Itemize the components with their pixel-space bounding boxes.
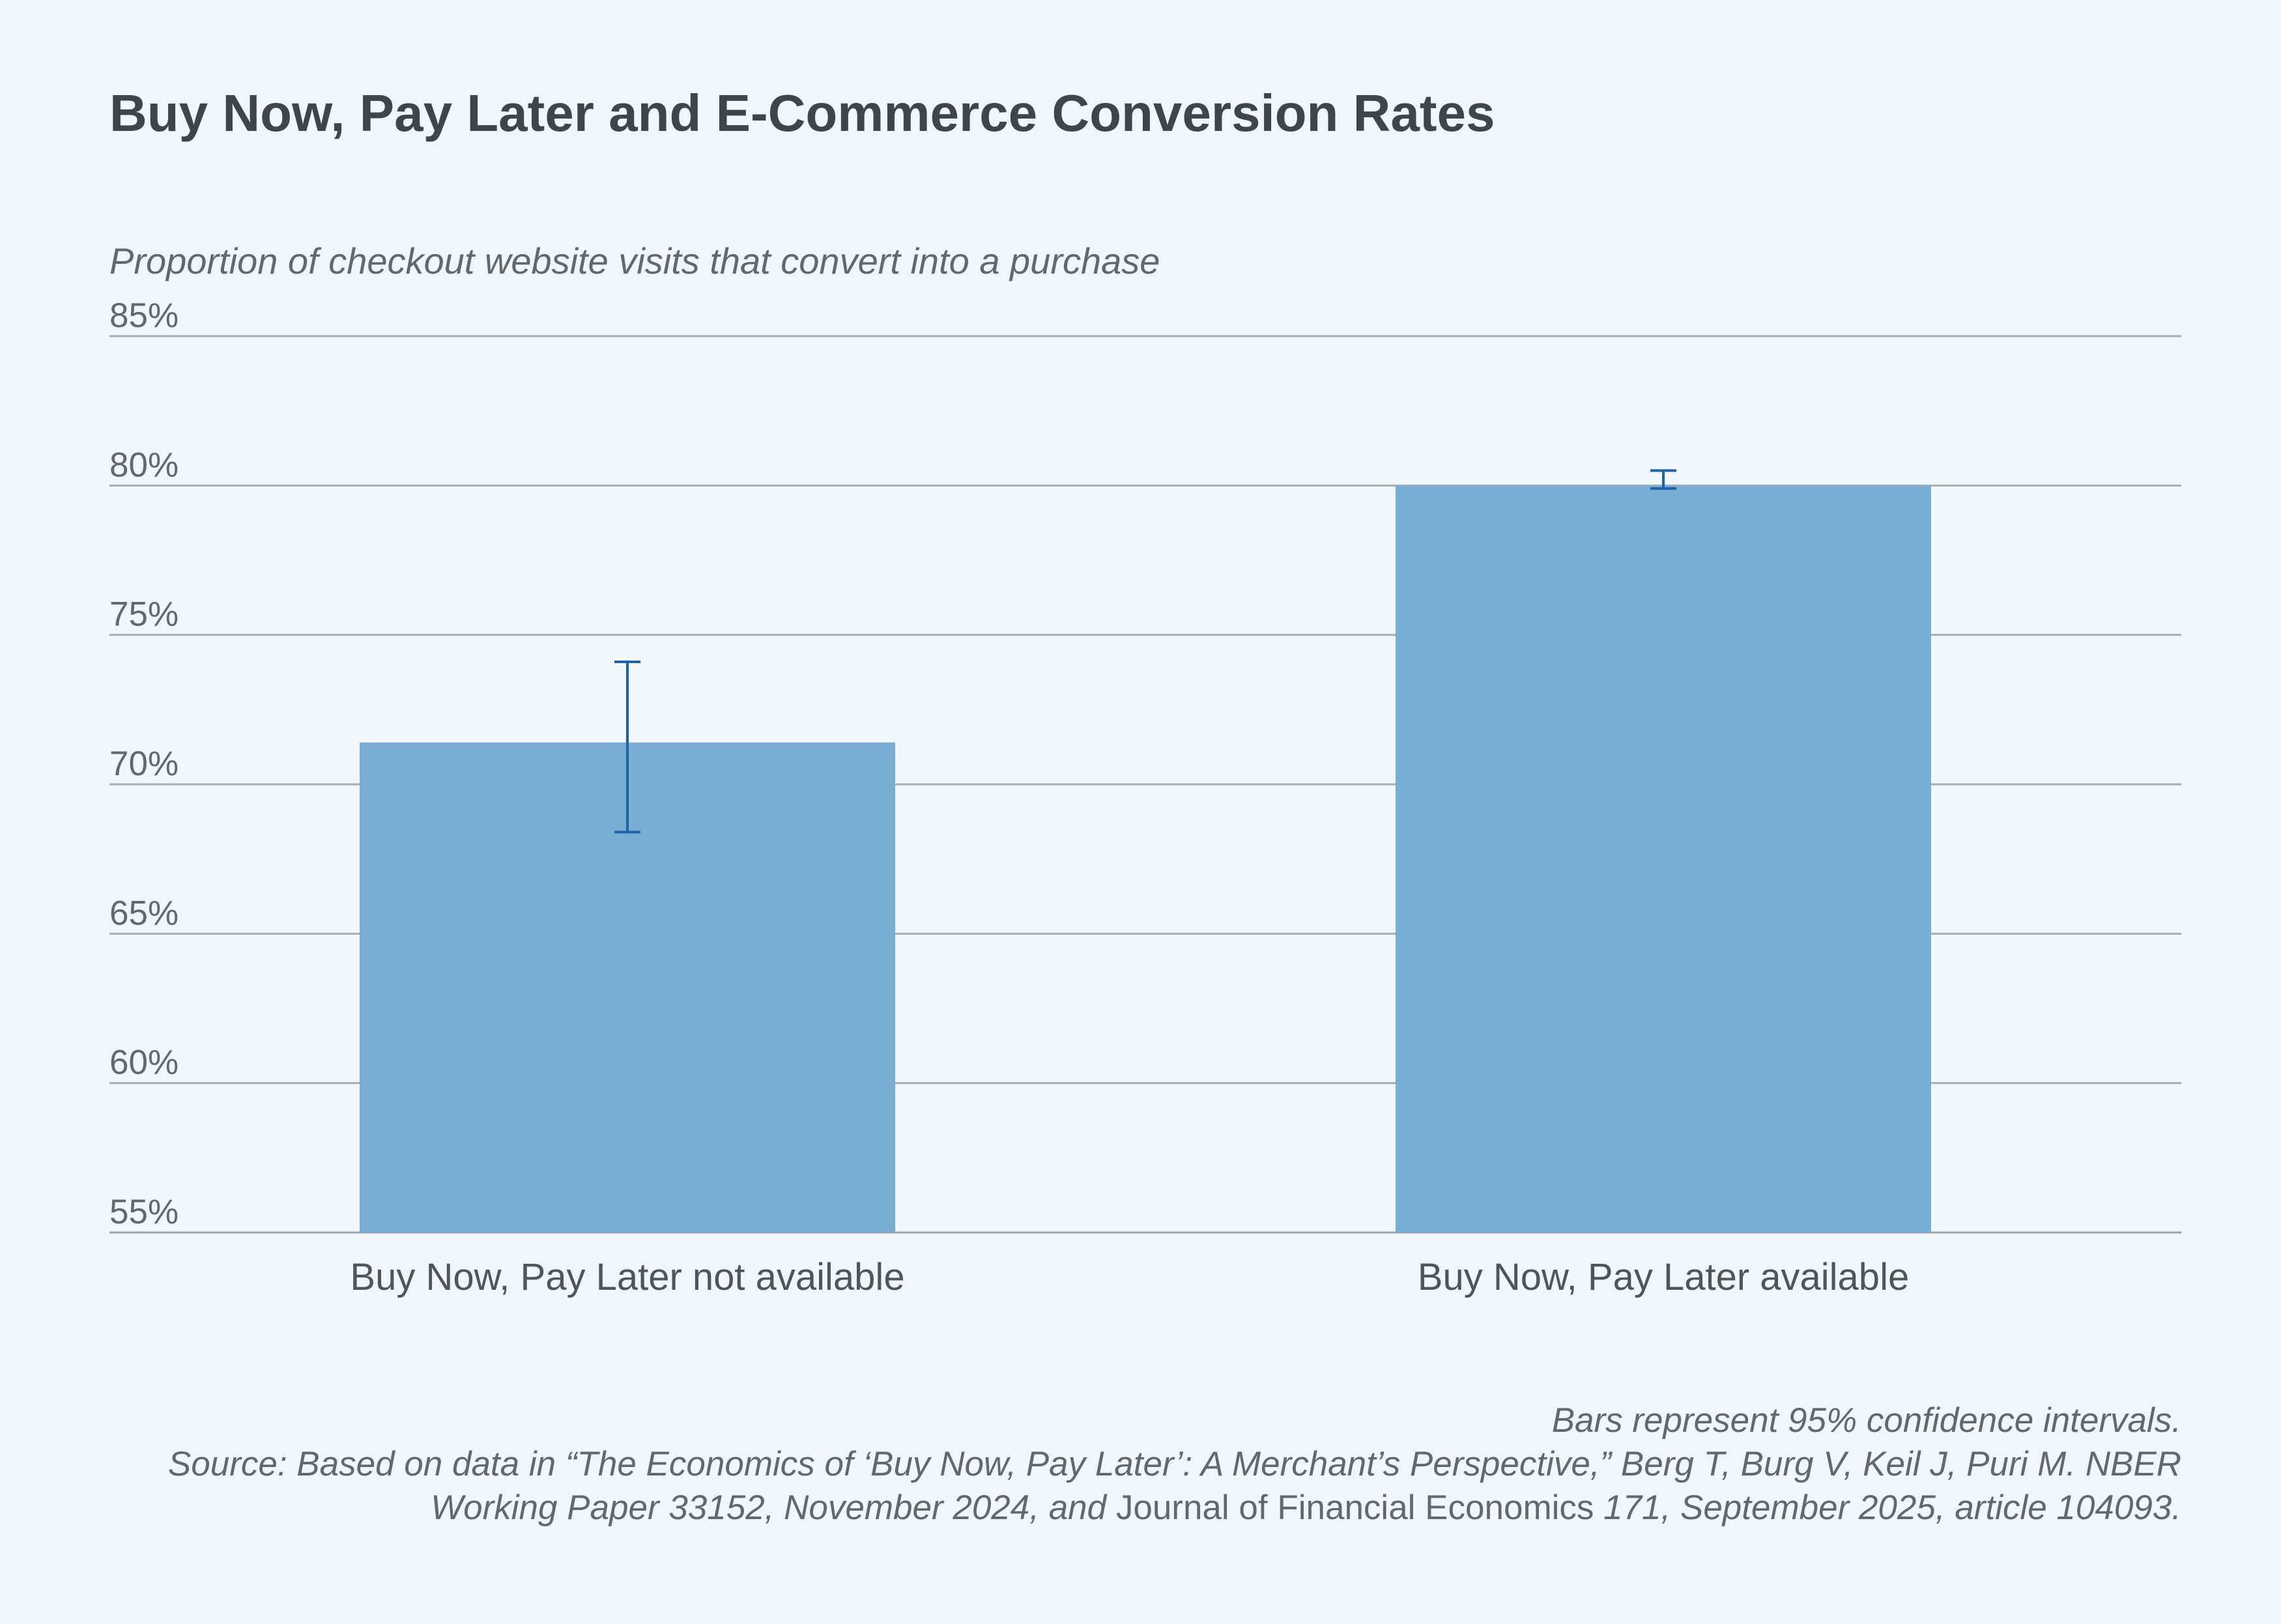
x-category-label: Buy Now, Pay Later not available <box>350 1256 904 1298</box>
ci-note: Bars represent 95% confidence intervals. <box>1551 1401 2181 1440</box>
chart-subtitle: Proportion of checkout website visits th… <box>109 240 1160 281</box>
source-line-2-text-b: 171, September 2025, article 104093. <box>1594 1489 2181 1527</box>
chart-title: Buy Now, Pay Later and E-Commerce Conver… <box>109 84 1495 142</box>
y-tick-label: 85% <box>109 296 179 335</box>
y-tick-label: 75% <box>109 595 179 634</box>
source-line-1: Source: Based on data in “The Economics … <box>167 1445 2181 1483</box>
y-tick-label: 70% <box>109 745 179 783</box>
y-tick-label: 60% <box>109 1044 179 1082</box>
y-tick-labels: 85% 80% 75% 70% 65% 60% 55% <box>109 296 179 1231</box>
x-category-label: Buy Now, Pay Later available <box>1418 1256 1909 1298</box>
y-tick-label: 55% <box>109 1193 179 1231</box>
bar <box>1396 485 1931 1233</box>
source-line-2: Working Paper 33152, November 2024, and … <box>431 1488 2181 1528</box>
source-journal-name: Journal of Financial Economics <box>1115 1489 1594 1527</box>
y-tick-label: 65% <box>109 894 179 932</box>
source-line-2-text-a: Working Paper 33152, November 2024, and <box>431 1489 1116 1527</box>
error-bars <box>614 469 1676 834</box>
bars <box>360 485 1931 1233</box>
x-category-labels: Buy Now, Pay Later not available Buy Now,… <box>350 1256 1909 1298</box>
y-tick-label: 80% <box>109 446 179 484</box>
